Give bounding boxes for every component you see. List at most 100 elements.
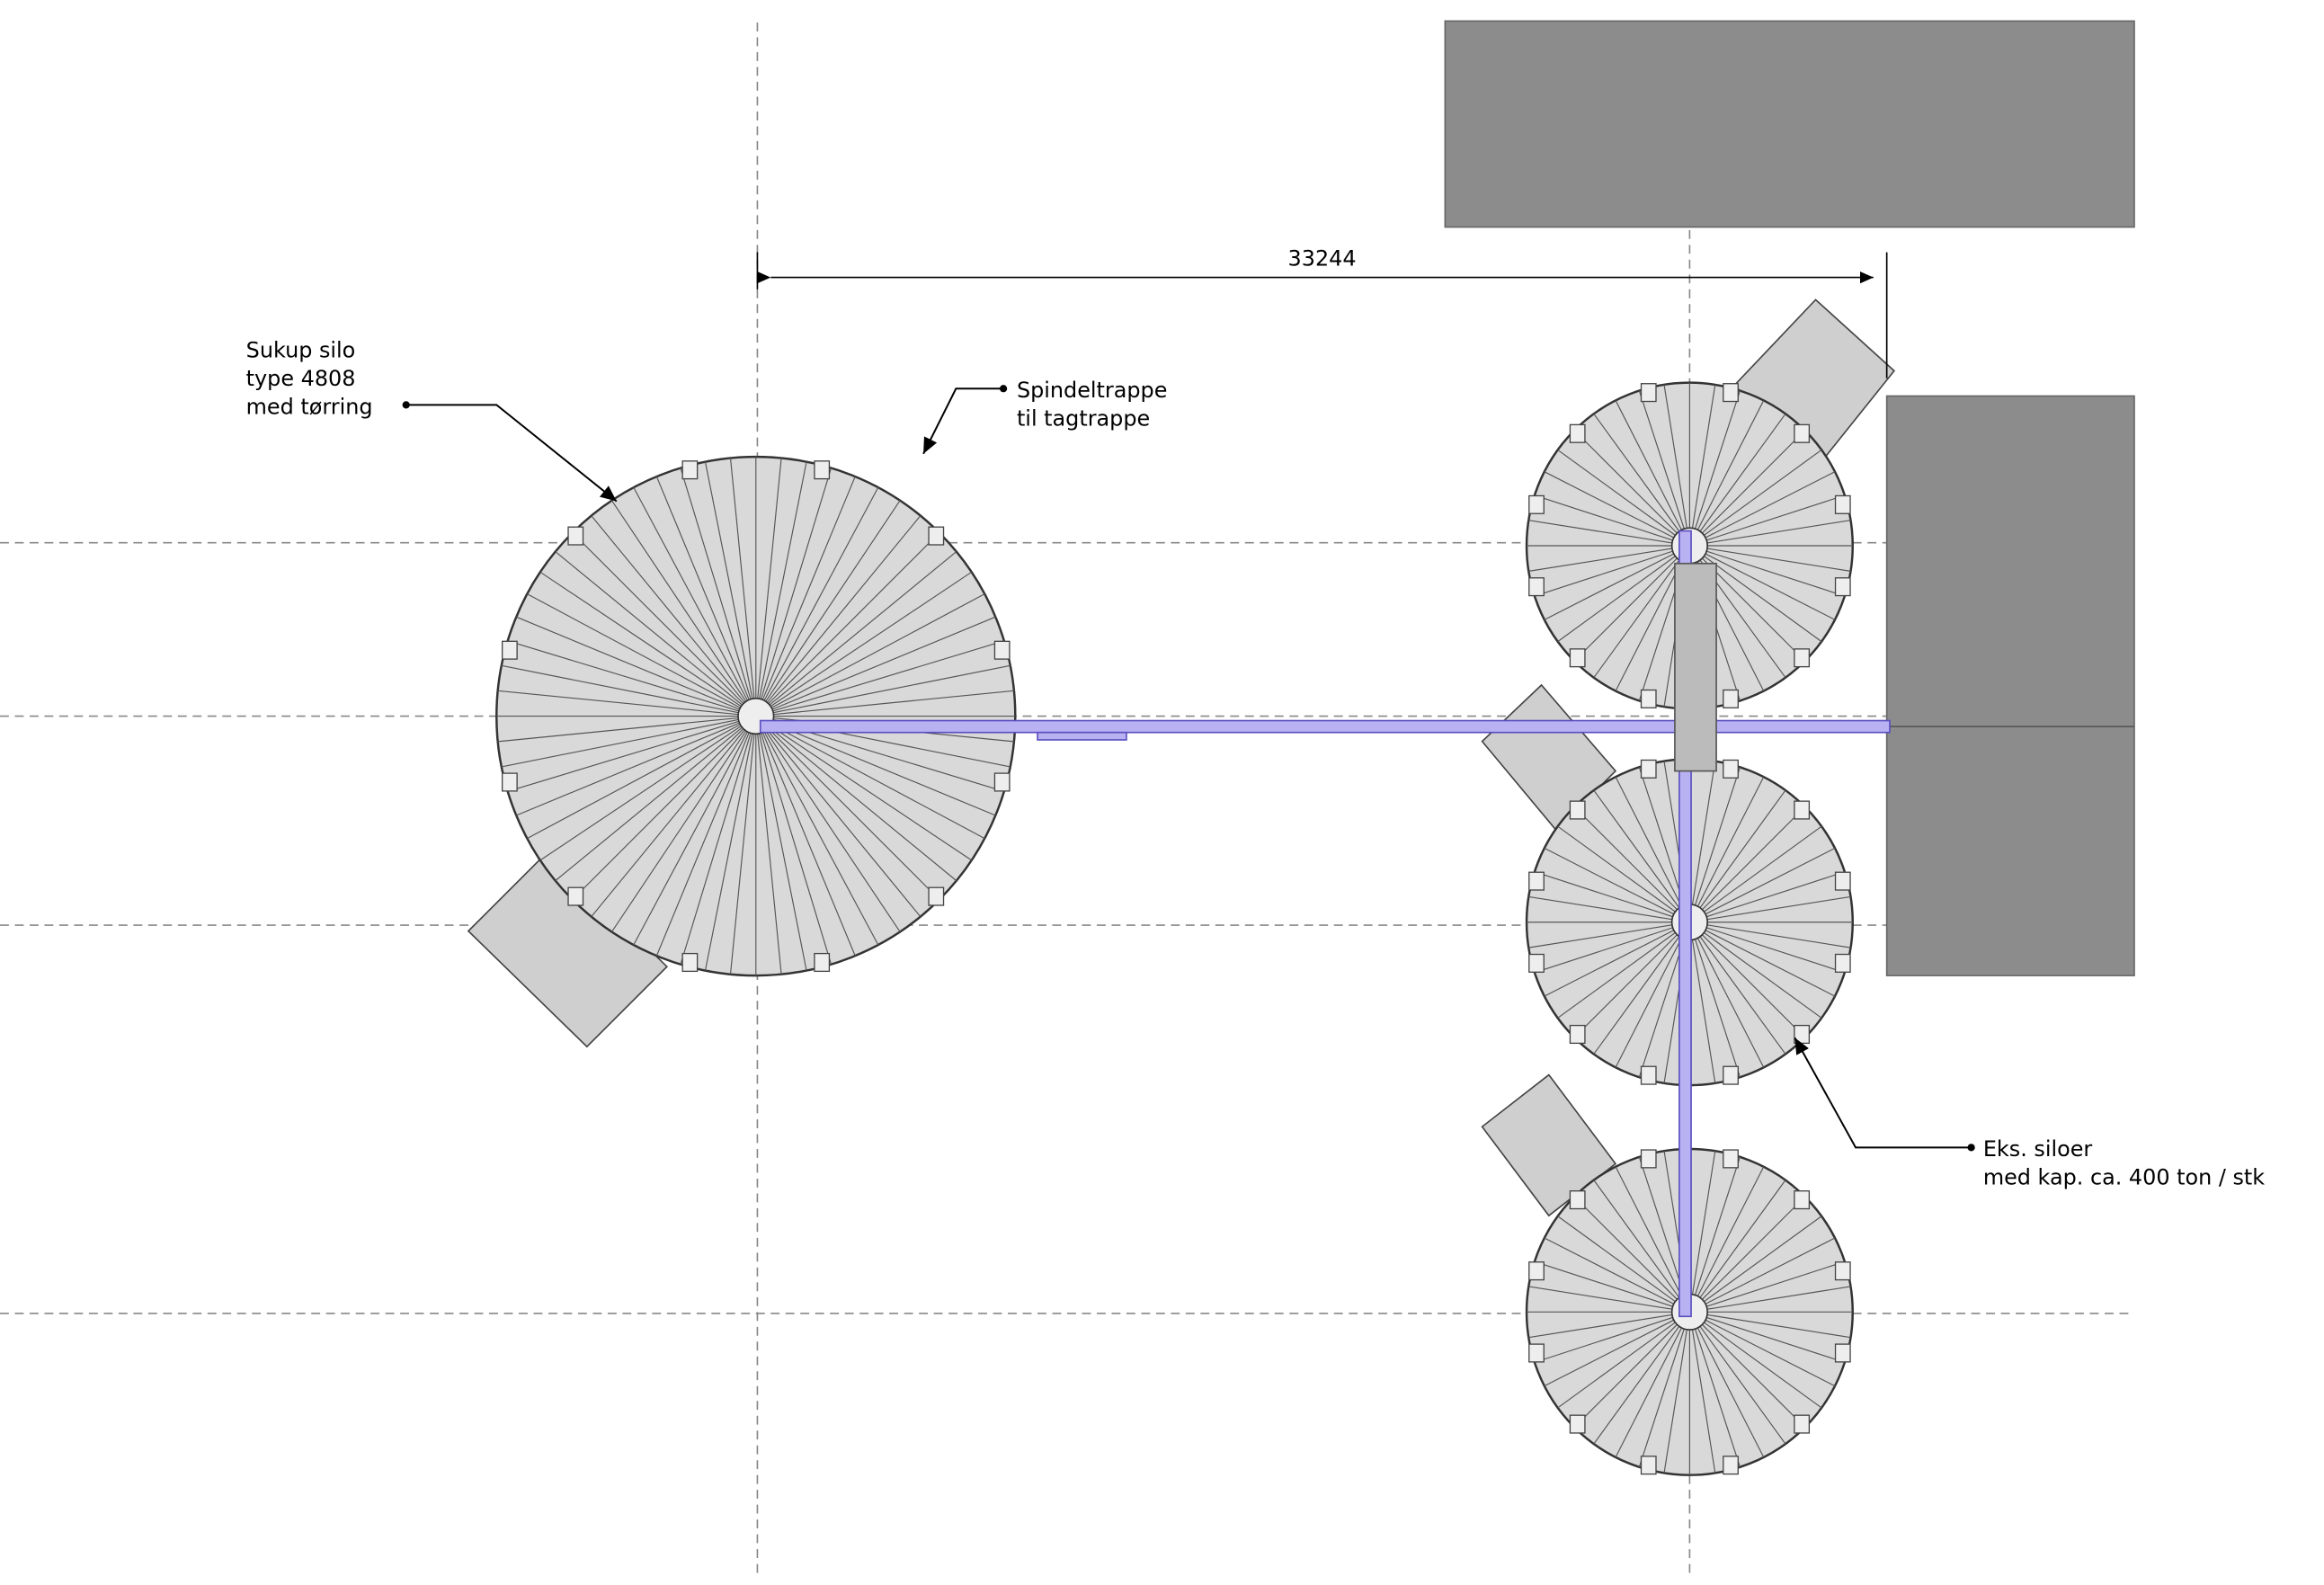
roof-segment [770,726,972,861]
wall-bracket [1834,953,1851,973]
roof-segment [763,486,879,701]
roof-segment [1557,1215,1676,1303]
roof-segment [1528,520,1672,544]
wall-bracket [1528,577,1545,597]
wall-bracket [1640,1149,1657,1169]
roof-segment [770,593,985,708]
dryer-pad [467,850,669,1048]
roof-segment [1638,390,1685,530]
roof-segment [1706,550,1846,597]
building [1444,20,2135,228]
annotation: Eks. siloer med kap. ca. 400 ton / stk [1794,1037,2265,1190]
roof-segment [765,500,901,702]
annotation-text: Spindeltrappe [1017,378,1167,403]
roof-segment [1691,1151,1716,1295]
wall-bracket [567,526,584,546]
roof-segment [1696,938,1765,1068]
building [1885,395,2135,976]
wall-bracket [1569,1024,1586,1045]
roof-segment [1701,934,1806,1038]
roof-segment [757,458,782,699]
roof-segment [633,486,748,701]
roof-segment [1615,1327,1682,1458]
roof-segment [507,720,740,792]
wall-bracket [501,640,518,660]
wall-bracket [1794,800,1811,820]
wall-bracket [1640,759,1657,779]
wall-bracket [1834,494,1851,514]
roof-segment [1696,1327,1765,1458]
roof-segment [1528,548,1672,572]
roof-segment [1528,895,1672,921]
pad [1481,1073,1617,1217]
roof-segment [1663,1329,1687,1474]
conveyor [759,530,1891,1318]
roof-segment [1573,430,1678,534]
roof-segment [1694,767,1741,906]
roof-segment [1696,1166,1765,1296]
dimension: 33244 [756,245,1888,378]
roof-segment [1638,1156,1685,1296]
roof-segment [1573,934,1678,1038]
roof-segment [760,733,833,965]
wall-bracket [1834,871,1851,891]
roof-segment [1705,553,1836,620]
annotation-text: Sukup silo [246,338,356,363]
roof-segment [1706,1316,1846,1363]
roof-segment [1691,1329,1716,1474]
wall-bracket [1569,1414,1586,1434]
roof-segment [1694,390,1741,530]
roof-segment [1638,939,1685,1078]
roof-segment [1706,548,1851,572]
roof-segment [1534,550,1673,597]
roof-segment [1705,847,1836,915]
roof-segment [771,616,996,710]
roof-segment [1706,927,1846,974]
roof-segment [1534,494,1673,541]
wall-bracket [993,772,1011,792]
roof-segment [1706,895,1851,921]
roof-segment [1691,761,1716,905]
roof-segment [704,461,753,699]
roof-segment [1701,430,1806,534]
roof-segment [1694,1328,1741,1467]
leader [405,404,618,503]
roof-segment [1663,384,1687,529]
roof-segment [516,616,740,710]
roof-segment [1615,561,1682,691]
roof-segment [591,729,745,917]
leader [922,387,1004,455]
roof-segment [1544,1319,1675,1387]
roof-segment [1704,1322,1822,1409]
wall-bracket [1528,871,1545,891]
roof-segment [768,728,940,901]
wall-bracket [1528,494,1545,514]
roof-segment [1704,449,1822,536]
wall-bracket [681,460,699,480]
wall-bracket [1794,423,1811,443]
roof-segment [1706,924,1851,948]
roof-segment [497,717,739,743]
conveyor-branch [1037,731,1127,741]
annotation-text: Eks. siloer [1983,1136,2093,1162]
roof-segment [1534,1260,1673,1307]
wall-bracket [1640,383,1657,403]
wall-bracket [1834,1343,1851,1363]
roof-segment [1705,471,1836,539]
roof-segment [1706,1260,1846,1307]
roof-segment [591,515,745,703]
roof-segment [1696,400,1765,530]
wall-bracket [1640,1456,1657,1475]
roof-segment [1706,520,1851,544]
roof-segment [770,724,985,840]
roof-segment [1573,557,1678,662]
roof-segment [1528,1286,1672,1310]
roof-segment [729,458,755,699]
roof-segment [771,722,996,816]
wall-bracket [1569,1190,1586,1210]
roof-segment [1699,1325,1786,1445]
roof-segment [766,729,922,917]
roof-segment [1638,1328,1685,1467]
silos [495,381,1854,1476]
roof-segment [1638,767,1685,906]
